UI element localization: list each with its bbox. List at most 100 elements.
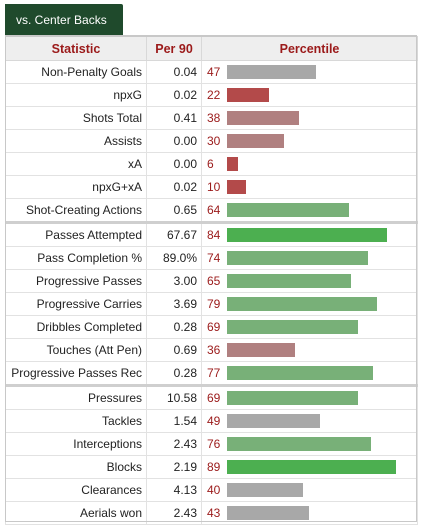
stat-name: Aerials won	[5, 501, 147, 525]
percentile-cell: 43	[201, 501, 418, 525]
table-row: Progressive Passes 3.00 65	[5, 269, 418, 293]
percentile-bar	[227, 506, 309, 520]
percentile-bar-track	[227, 134, 402, 148]
percentile-bar-track	[227, 437, 402, 451]
percentile-cell: 10	[201, 175, 418, 199]
tab-underline	[5, 35, 417, 36]
stat-name: Dribbles Completed	[5, 315, 147, 339]
tab-vs-center-backs[interactable]: vs. Center Backs	[5, 4, 123, 35]
percentile-bar-track	[227, 366, 402, 380]
percentile-bar-track	[227, 228, 402, 242]
percentile-cell: 69	[201, 315, 418, 339]
per90-value: 2.43	[146, 432, 202, 456]
stat-name: Assists	[5, 129, 147, 153]
percentile-value: 76	[207, 437, 221, 451]
table-row: xA 0.00 6	[5, 152, 418, 176]
percentile-bar-track	[227, 320, 402, 334]
percentile-bar	[227, 65, 317, 79]
per90-value: 0.65	[146, 198, 202, 223]
table-row: Blocks 2.19 89	[5, 455, 418, 479]
table-row: Touches (Att Pen) 0.69 36	[5, 338, 418, 362]
percentile-cell: 30	[201, 129, 418, 153]
per90-value: 0.28	[146, 315, 202, 339]
stat-name: Non-Penalty Goals	[5, 60, 147, 84]
percentile-cell: 69	[201, 384, 418, 410]
stat-name: Tackles	[5, 409, 147, 433]
percentile-bar	[227, 414, 321, 428]
stat-name: Shot-Creating Actions	[5, 198, 147, 223]
per90-value: 0.02	[146, 175, 202, 199]
percentile-value: 74	[207, 251, 221, 265]
table-row: npxG+xA 0.02 10	[5, 175, 418, 199]
percentile-value: 43	[207, 506, 221, 520]
percentile-value: 40	[207, 483, 221, 497]
percentile-bar	[227, 228, 387, 242]
percentile-value: 38	[207, 111, 221, 125]
percentile-cell: 40	[201, 478, 418, 502]
percentile-cell: 47	[201, 60, 418, 84]
percentile-bar	[227, 483, 303, 497]
per90-value: 4.13	[146, 478, 202, 502]
table-row: Passes Attempted 67.67 84	[5, 221, 418, 247]
per90-value: 0.41	[146, 106, 202, 130]
percentile-value: 6	[207, 157, 214, 171]
table-row: Shots Total 0.41 38	[5, 106, 418, 130]
per90-value: 10.58	[146, 384, 202, 410]
percentile-bar	[227, 320, 359, 334]
stat-name: Touches (Att Pen)	[5, 338, 147, 362]
table-row: Interceptions 2.43 76	[5, 432, 418, 456]
table-row: Tackles 1.54 49	[5, 409, 418, 433]
percentile-cell: 89	[201, 455, 418, 479]
header-statistic[interactable]: Statistic	[5, 36, 147, 61]
per90-value: 0.02	[146, 83, 202, 107]
percentile-bar	[227, 366, 374, 380]
percentile-cell: 77	[201, 361, 418, 386]
percentile-bar-track	[227, 251, 402, 265]
table-row: Clearances 4.13 40	[5, 478, 418, 502]
stat-name: Interceptions	[5, 432, 147, 456]
percentile-value: 77	[207, 366, 221, 380]
per90-value: 1.54	[146, 409, 202, 433]
percentile-value: 47	[207, 65, 221, 79]
table-row: Pressures 10.58 69	[5, 384, 418, 410]
percentile-bar-track	[227, 157, 402, 171]
percentile-bar-track	[227, 88, 402, 102]
percentile-bar	[227, 134, 284, 148]
percentile-bar-track	[227, 274, 402, 288]
table-body: Non-Penalty Goals 0.04 47 npxG 0.02 22 Shots T…	[5, 60, 418, 525]
percentile-cell: 65	[201, 269, 418, 293]
table-row: Assists 0.00 30	[5, 129, 418, 153]
percentile-bar	[227, 203, 349, 217]
percentile-value: 22	[207, 88, 221, 102]
table-row: Non-Penalty Goals 0.04 47	[5, 60, 418, 84]
header-per90[interactable]: Per 90	[146, 36, 202, 61]
percentile-bar-track	[227, 483, 402, 497]
stat-name: Shots Total	[5, 106, 147, 130]
percentile-bar	[227, 343, 296, 357]
percentile-bar	[227, 274, 351, 288]
percentile-bar	[227, 297, 378, 311]
percentile-bar-track	[227, 203, 402, 217]
stat-name: Clearances	[5, 478, 147, 502]
percentile-cell: 22	[201, 83, 418, 107]
percentile-bar-track	[227, 65, 402, 79]
percentile-bar	[227, 157, 239, 171]
percentile-bar-track	[227, 297, 402, 311]
percentile-cell: 64	[201, 198, 418, 223]
per90-value: 0.28	[146, 361, 202, 386]
stat-name: Passes Attempted	[5, 221, 147, 247]
percentile-bar-track	[227, 111, 402, 125]
stat-name: Pressures	[5, 384, 147, 410]
per90-value: 89.0%	[146, 246, 202, 270]
percentile-bar	[227, 251, 368, 265]
per90-value: 0.00	[146, 152, 202, 176]
stat-name: npxG+xA	[5, 175, 147, 199]
percentile-cell: 6	[201, 152, 418, 176]
percentile-bar-track	[227, 180, 402, 194]
percentile-cell: 79	[201, 292, 418, 316]
percentile-cell: 36	[201, 338, 418, 362]
table-row: Progressive Carries 3.69 79	[5, 292, 418, 316]
header-percentile[interactable]: Percentile	[201, 36, 418, 61]
percentile-value: 49	[207, 414, 221, 428]
percentile-cell: 84	[201, 221, 418, 247]
